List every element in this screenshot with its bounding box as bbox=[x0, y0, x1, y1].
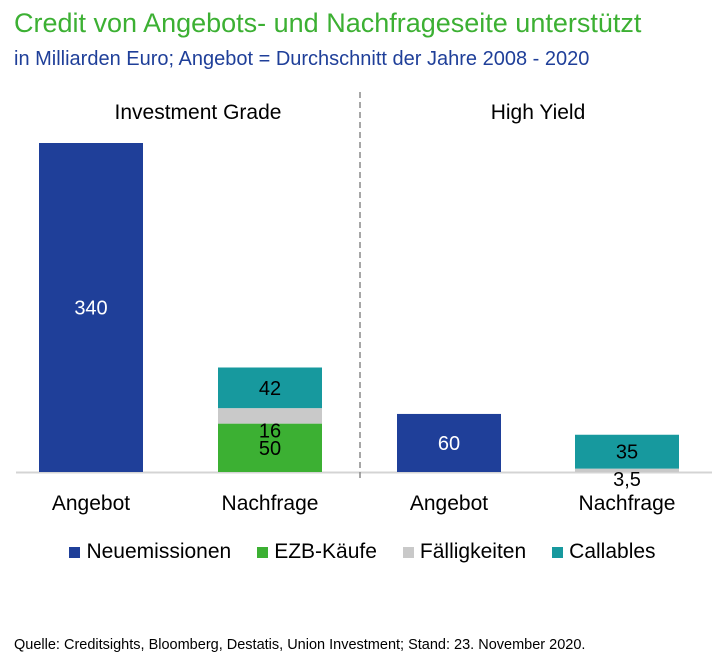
legend-item-fälligkeiten: Fälligkeiten bbox=[402, 540, 527, 564]
category-label-angebot-high-yield: Angebot bbox=[410, 492, 488, 515]
source-note: Quelle: Creditsights, Bloomberg, Destati… bbox=[14, 637, 586, 653]
legend-label-neuemissionen: Neuemissionen bbox=[86, 540, 232, 563]
bar-neuemissionen-angebot-high-yield bbox=[397, 413, 501, 472]
legend-swatch-ezb-käufe bbox=[257, 546, 269, 558]
legend-label-ezb-käufe: EZB-Käufe bbox=[274, 540, 377, 563]
bar-fälligkeiten-nachfrage-investment-grade bbox=[218, 408, 322, 424]
data-label-fälligkeiten-nachfrage-investment-grade: 16 bbox=[259, 421, 281, 443]
bar-neuemissionen-angebot-investment-grade bbox=[39, 143, 143, 472]
data-label-neuemissionen-angebot-high-yield: 60 bbox=[438, 433, 460, 455]
legend: Neuemissionen EZB-Käufe Fälligkeiten Callab… bbox=[0, 540, 725, 564]
legend-label-fälligkeiten: Fälligkeiten bbox=[419, 540, 527, 563]
legend-item-ezb-käufe: EZB-Käufe bbox=[257, 540, 377, 564]
bar-callables-nachfrage-investment-grade bbox=[218, 367, 322, 409]
data-label-callables-nachfrage-high-yield: 35 bbox=[616, 442, 638, 464]
data-label-neuemissionen-angebot-investment-grade: 340 bbox=[74, 298, 107, 320]
category-label-nachfrage-high-yield: Nachfrage bbox=[579, 492, 676, 515]
legend-swatch-neuemissionen bbox=[69, 546, 81, 558]
legend-item-callables: Callables bbox=[552, 540, 656, 564]
legend-swatch-fälligkeiten bbox=[402, 546, 414, 558]
category-label-nachfrage-investment-grade: Nachfrage bbox=[222, 492, 319, 515]
legend-swatch-callables bbox=[552, 546, 564, 558]
bar-fälligkeiten-nachfrage-high-yield bbox=[575, 468, 679, 472]
data-label-fälligkeiten-nachfrage-high-yield: 3,5 bbox=[613, 469, 641, 491]
legend-label-callables: Callables bbox=[569, 540, 656, 563]
group-label-investment-grade: Investment Grade bbox=[114, 101, 282, 124]
legend-item-neuemissionen: Neuemissionen bbox=[69, 540, 231, 564]
data-label-ezb-käufe-nachfrage-investment-grade: 50 bbox=[259, 438, 281, 460]
chart-subtitle: in Milliarden Euro; Angebot = Durchschni… bbox=[14, 48, 590, 70]
chart-title: Credit von Angebots- und Nachfrageseite … bbox=[14, 8, 642, 38]
category-label-angebot-investment-grade: Angebot bbox=[52, 492, 130, 515]
group-label-high-yield: High Yield bbox=[490, 101, 586, 124]
data-label-callables-nachfrage-investment-grade: 42 bbox=[259, 378, 281, 400]
bar-ezb-käufe-nachfrage-investment-grade bbox=[218, 423, 322, 472]
bar-callables-nachfrage-high-yield bbox=[575, 434, 679, 469]
